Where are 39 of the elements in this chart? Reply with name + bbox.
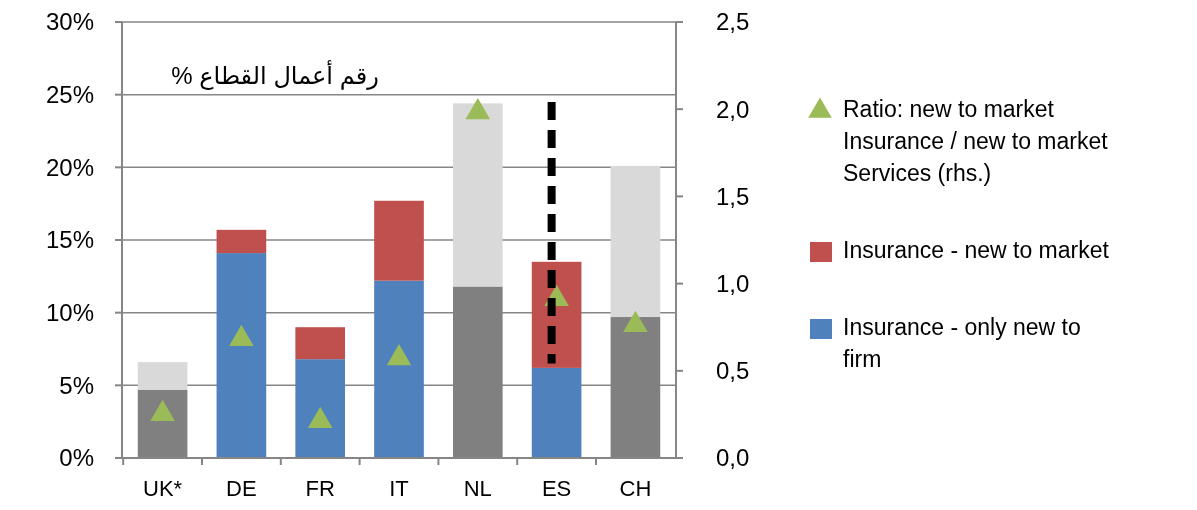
bar xyxy=(452,103,503,287)
annotation: رقم أعمال القطاع % xyxy=(171,60,379,90)
bar xyxy=(216,253,267,458)
point xyxy=(150,399,175,421)
bar xyxy=(531,367,582,458)
legend-label: Ratio: new to market Insurance / new to market Services (rhs.) xyxy=(843,96,1109,186)
y2-tick-label: 0,5 xyxy=(716,357,750,385)
y2-tick-label: 2,0 xyxy=(716,95,750,123)
bar xyxy=(374,280,424,458)
x-tick-label: DE xyxy=(226,476,257,501)
y2-tick-label: 2,5 xyxy=(716,8,750,36)
point xyxy=(386,343,412,366)
y2-tick-label: 1,0 xyxy=(716,270,750,297)
point xyxy=(229,324,254,346)
bar xyxy=(374,200,424,281)
y-tick-label: 15% xyxy=(45,226,94,254)
bar xyxy=(295,359,346,458)
x-tick-label: UK* xyxy=(143,476,183,501)
y2-tick-label: 0,0 xyxy=(716,444,750,472)
x-tick-label: NL xyxy=(463,476,492,501)
bar xyxy=(295,327,346,360)
y-tick-label: 5% xyxy=(59,371,94,399)
legend-label: Insurance - new to market xyxy=(843,237,1110,263)
x-tick-label: CH xyxy=(619,476,652,501)
x-tick-label: FR xyxy=(305,476,335,501)
y-tick-label: 25% xyxy=(45,81,94,109)
legend-label: Insurance - only new to firm xyxy=(843,314,1081,372)
bar xyxy=(610,165,661,318)
point xyxy=(465,98,491,120)
y-tick-label: 10% xyxy=(45,299,94,327)
y2-tick-label: 1,5 xyxy=(716,182,750,210)
point xyxy=(623,310,648,333)
y-tick-label: 20% xyxy=(45,153,94,181)
bar xyxy=(137,362,188,390)
x-tick-label: IT xyxy=(389,476,409,501)
y-tick-label: 0% xyxy=(59,444,94,472)
x-tick-label: ES xyxy=(541,476,572,501)
bar xyxy=(216,229,267,254)
y-tick-label: 30% xyxy=(45,8,94,36)
